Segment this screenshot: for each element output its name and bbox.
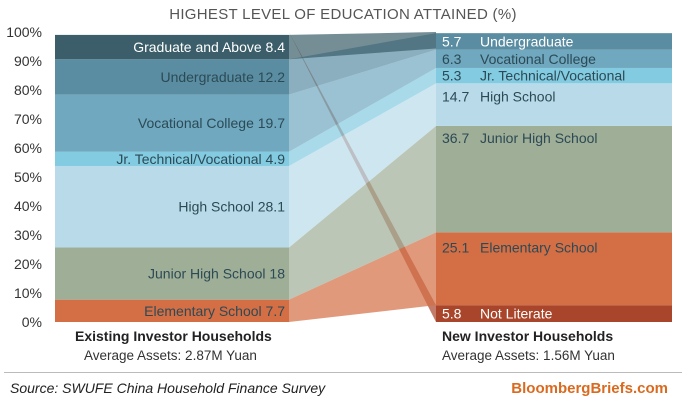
- label-new-name-undergraduate: Undergraduate: [480, 33, 574, 49]
- bar-existing-graduate-and-above: [55, 34, 289, 60]
- band-high-school: [289, 83, 436, 248]
- label-new-value-elementary-school: 25.1: [442, 239, 469, 255]
- label-new-name-junior-high-school: Junior High School: [480, 130, 598, 146]
- label-new-value-junior-high-school: 36.7: [442, 130, 469, 146]
- label-new-value-high-school: 14.7: [442, 88, 469, 104]
- y-tick-label: 90%: [14, 53, 42, 69]
- bars: [55, 33, 672, 322]
- y-tick-label: 70%: [14, 111, 42, 127]
- bar-new-vocational-college: [436, 49, 672, 68]
- brand-logo-text: BloombergBriefs.com: [511, 380, 668, 397]
- bar-existing-junior-high-school: [55, 247, 289, 300]
- source-note: Source: SWUFE China Household Finance Su…: [10, 380, 326, 396]
- connector-bands: [289, 32, 436, 322]
- y-tick-label: 10%: [14, 285, 42, 301]
- label-new-value-not-literate: 5.8: [442, 306, 462, 322]
- y-tick-label: 60%: [14, 140, 42, 156]
- band-graduate-and-above: [289, 32, 436, 60]
- y-tick-label: 0%: [22, 314, 42, 330]
- data-labels: 5.8 Not Literate Elementary School 7.7 25.1…: [116, 33, 625, 321]
- y-tick-label: 100%: [6, 24, 42, 40]
- y-tick-label: 40%: [14, 198, 42, 214]
- category-subtitle-new: Average Assets: 1.56M Yuan: [442, 348, 615, 363]
- label-new-value-vocational-college: 6.3: [442, 51, 462, 67]
- label-new-value-jr-technical-vocational: 5.3: [442, 68, 462, 84]
- band-vocational-college: [289, 49, 436, 152]
- bar-new-high-school: [436, 83, 672, 126]
- label-new-name-jr-technical-vocational: Jr. Technical/Vocational: [480, 68, 625, 84]
- label-existing-undergraduate: Undergraduate 12.2: [160, 69, 285, 85]
- label-new-name-not-literate: Not Literate: [480, 306, 553, 322]
- category-subtitle-existing: Average Assets: 2.87M Yuan: [84, 348, 257, 363]
- bar-new-not-literate: [436, 305, 672, 322]
- bar-new-elementary-school: [436, 232, 672, 306]
- y-axis: 0% 10% 20% 30% 40% 50% 60% 70% 80% 90% 100%: [6, 24, 42, 330]
- bar-existing-jr-technical-vocational: [55, 151, 289, 166]
- band-jr-technical-vocational: [289, 67, 436, 166]
- bar-existing-undergraduate: [55, 59, 289, 95]
- category-label-new: New Investor Households: [442, 328, 614, 344]
- label-existing-vocational-college: Vocational College 19.7: [138, 115, 285, 131]
- category-label-existing: Existing Investor Households: [75, 328, 272, 344]
- bar-new-undergraduate: [436, 33, 672, 50]
- band-junior-high-school: [289, 125, 436, 300]
- y-tick-label: 50%: [14, 169, 42, 185]
- footer-divider: [4, 372, 682, 373]
- bar-existing-high-school: [55, 165, 289, 248]
- bar-existing-elementary-school: [55, 299, 289, 322]
- label-new-value-undergraduate: 5.7: [442, 33, 462, 49]
- label-existing-graduate-and-above: Graduate and Above 8.4: [133, 39, 285, 55]
- label-existing-junior-high-school: Junior High School 18: [148, 266, 285, 282]
- chart-title: HIGHEST LEVEL OF EDUCATION ATTAINED (%): [169, 6, 517, 23]
- band-elementary-school: [289, 232, 436, 322]
- label-existing-elementary-school: Elementary School 7.7: [144, 303, 285, 319]
- label-existing-jr-technical-vocational: Jr. Technical/Vocational 4.9: [116, 151, 285, 167]
- bar-existing-vocational-college: [55, 94, 289, 152]
- label-existing-high-school: High School 28.1: [178, 199, 285, 215]
- y-tick-label: 30%: [14, 227, 42, 243]
- bar-new-jr-technical-vocational: [436, 67, 672, 84]
- y-tick-label: 20%: [14, 256, 42, 272]
- label-new-name-elementary-school: Elementary School: [480, 239, 598, 255]
- bar-new-junior-high-school: [436, 125, 672, 233]
- label-new-name-high-school: High School: [480, 88, 556, 104]
- y-tick-label: 80%: [14, 82, 42, 98]
- label-new-name-vocational-college: Vocational College: [480, 51, 596, 67]
